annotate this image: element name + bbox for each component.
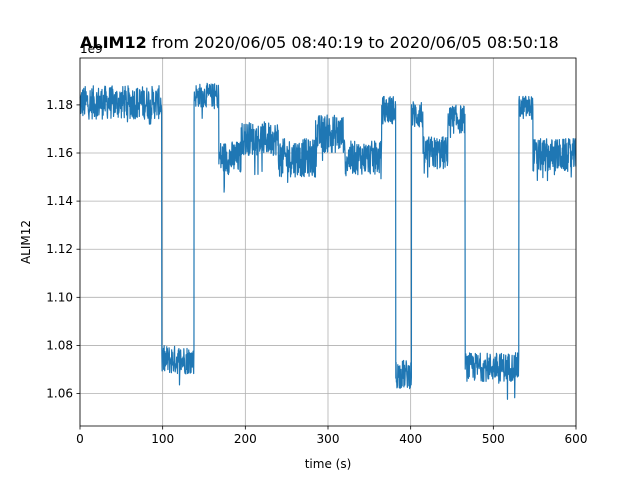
x-tick-label: 200 <box>234 432 257 446</box>
series-line <box>79 82 577 400</box>
y-tick-label: 1.06 <box>46 387 73 401</box>
plot-area <box>79 82 577 400</box>
x-tick-label: 300 <box>317 432 340 446</box>
x-tick-label: 100 <box>151 432 174 446</box>
y-tick-label: 1.18 <box>46 98 73 112</box>
chart-title: ALIM12 from 2020/06/05 08:40:19 to 2020/… <box>80 33 580 55</box>
y-tick-label: 1.12 <box>46 242 73 256</box>
chart-title-bold: ALIM12 <box>80 33 147 52</box>
x-tick-label: 0 <box>76 432 84 446</box>
y-tick-label: 1.16 <box>46 146 73 160</box>
x-tick-label: 400 <box>399 432 422 446</box>
y-tick-label: 1.14 <box>46 194 73 208</box>
x-axis-ticks: 0 100 200 300 400 500 600 <box>76 426 587 446</box>
y-scale-offset: 1e9 <box>80 42 103 56</box>
y-axis-ticks: 1.06 1.08 1.10 1.12 1.14 1.16 1.18 <box>46 98 80 401</box>
x-axis-label: time (s) <box>305 457 352 471</box>
x-tick-label: 500 <box>482 432 505 446</box>
y-tick-label: 1.08 <box>46 338 73 352</box>
x-tick-label: 600 <box>565 432 588 446</box>
chart-title-rest: from 2020/06/05 08:40:19 to 2020/06/05 0… <box>146 33 559 52</box>
y-tick-label: 1.10 <box>46 290 73 304</box>
y-axis-label: ALIM12 <box>19 220 33 264</box>
